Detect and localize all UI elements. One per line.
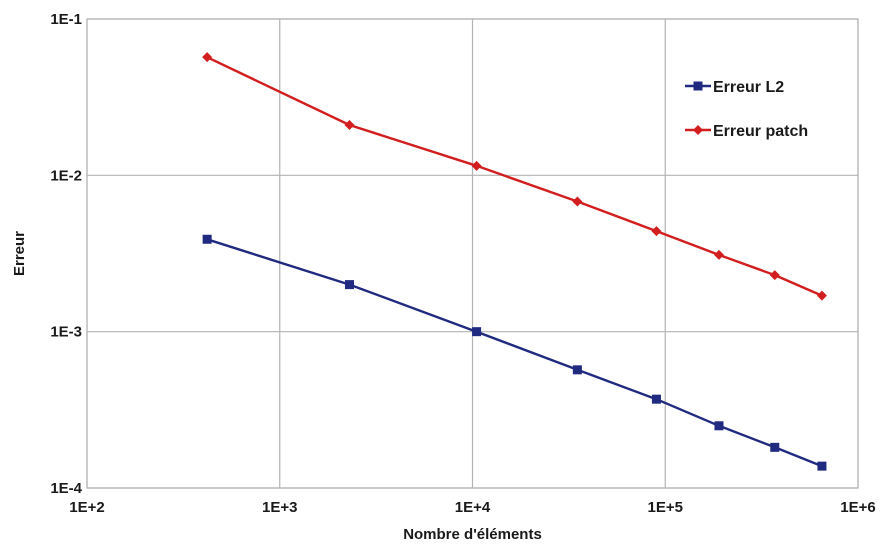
- legend: Erreur L2 Erreur patch: [685, 79, 808, 140]
- data-point: [817, 461, 827, 471]
- data-point: [651, 394, 661, 404]
- legend-marker: [693, 125, 703, 135]
- legend-item-0: Erreur L2: [685, 79, 784, 96]
- data-point: [202, 234, 212, 244]
- series-line: [206, 238, 823, 468]
- y-tick-label: 1E-2: [50, 167, 82, 184]
- data-point: [572, 365, 582, 375]
- data-point: [714, 421, 724, 431]
- y-axis-title: Erreur: [11, 231, 28, 276]
- legend-label: Erreur L2: [713, 79, 784, 96]
- data-point: [344, 119, 355, 130]
- data-point: [572, 196, 583, 207]
- series-line: [206, 56, 823, 297]
- legend-marker: [693, 81, 703, 91]
- y-tick-labels: 1E-4 1E-3 1E-2 1E-1: [50, 11, 82, 497]
- data-point: [344, 280, 354, 290]
- data-point: [713, 249, 724, 260]
- x-tick-label: 1E+2: [69, 499, 104, 516]
- legend-label: Erreur patch: [713, 123, 808, 140]
- data-point: [472, 327, 482, 337]
- x-tick-label: 1E+6: [840, 499, 875, 516]
- x-axis-title: Nombre d'éléments: [403, 526, 542, 543]
- x-tick-label: 1E+4: [455, 499, 491, 516]
- x-tick-label: 1E+3: [262, 499, 297, 516]
- data-point: [202, 52, 213, 63]
- data-point: [651, 226, 662, 237]
- data-point: [769, 270, 780, 281]
- data-point: [816, 290, 827, 301]
- series-1: [202, 52, 827, 301]
- y-tick-label: 1E-1: [50, 11, 82, 28]
- series-layer: [202, 52, 827, 471]
- x-tick-labels: 1E+2 1E+3 1E+4 1E+5 1E+6: [69, 499, 875, 516]
- legend-item-1: Erreur patch: [685, 123, 808, 140]
- y-tick-label: 1E-4: [50, 480, 82, 497]
- y-tick-label: 1E-3: [50, 324, 82, 341]
- data-point: [471, 160, 482, 171]
- data-point: [770, 442, 780, 452]
- series-0: [202, 234, 827, 471]
- plot-frame: [86, 18, 859, 489]
- x-tick-label: 1E+5: [648, 499, 683, 516]
